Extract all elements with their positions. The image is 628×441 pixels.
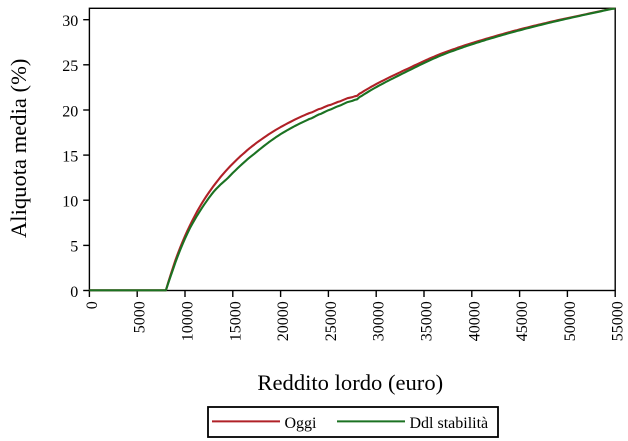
- svg-text:50000: 50000: [562, 301, 579, 341]
- svg-text:30000: 30000: [371, 301, 388, 341]
- svg-text:5000: 5000: [132, 301, 149, 333]
- svg-text:15000: 15000: [227, 301, 244, 341]
- svg-text:20: 20: [62, 103, 78, 120]
- svg-text:15: 15: [62, 148, 78, 165]
- svg-text:25: 25: [62, 58, 78, 75]
- svg-text:0: 0: [84, 301, 101, 309]
- svg-text:Reddito lordo (euro): Reddito lordo (euro): [257, 370, 443, 395]
- svg-text:10: 10: [62, 194, 78, 211]
- svg-text:10000: 10000: [180, 301, 197, 341]
- svg-text:Aliquota media (%): Aliquota media (%): [6, 59, 31, 238]
- svg-text:35000: 35000: [419, 301, 436, 341]
- svg-text:30: 30: [62, 13, 78, 30]
- svg-text:25000: 25000: [323, 301, 340, 341]
- svg-text:Oggi: Oggi: [285, 415, 318, 432]
- svg-text:55000: 55000: [610, 301, 627, 341]
- svg-text:40000: 40000: [466, 301, 483, 341]
- svg-text:5: 5: [70, 239, 78, 256]
- svg-text:0: 0: [70, 284, 78, 301]
- svg-text:20000: 20000: [275, 301, 292, 341]
- svg-text:45000: 45000: [514, 301, 531, 341]
- svg-text:Ddl stabilità: Ddl stabilità: [410, 415, 489, 432]
